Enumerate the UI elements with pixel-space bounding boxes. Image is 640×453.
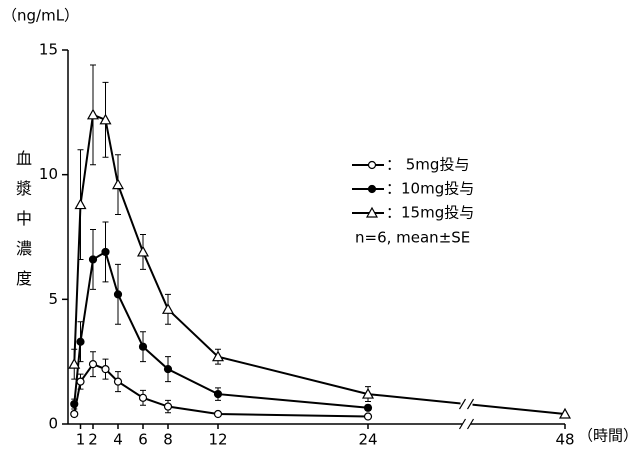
axis-break (466, 398, 475, 410)
marker (88, 360, 98, 369)
marker (367, 184, 377, 194)
x-tick-label: 1 (76, 431, 86, 449)
y-tick-label: 15 (39, 41, 58, 59)
y-axis-label: 血漿中濃度 (13, 150, 32, 300)
marker (163, 365, 173, 374)
axis-break (458, 418, 467, 430)
y-tick-label: 5 (48, 290, 58, 308)
marker (86, 108, 100, 120)
marker (367, 160, 377, 170)
legend-label: ：10mg投与 (386, 180, 474, 198)
legend-label: ：15mg投与 (386, 204, 474, 222)
x-tick-label: 24 (358, 431, 377, 449)
break-gap (460, 400, 473, 409)
x-tick-label: 6 (138, 431, 148, 449)
marker (363, 403, 373, 412)
marker (361, 387, 375, 399)
series-line (73, 113, 566, 416)
y-tick-label: 0 (48, 415, 58, 433)
x-unit: （時間） (578, 427, 638, 445)
axis-break (466, 418, 475, 430)
y-tick-label: 10 (39, 165, 58, 183)
marker (70, 399, 79, 409)
legend-label: ： 5mg投与 (386, 156, 469, 174)
marker (70, 409, 79, 419)
marker (211, 350, 225, 362)
note: n=6, mean±SE (355, 229, 470, 247)
x-tick-label: 12 (208, 431, 227, 449)
x-tick-label: 2 (88, 431, 98, 449)
marker (99, 113, 112, 125)
marker (76, 377, 85, 386)
marker (101, 365, 110, 374)
x-tick-label: 8 (163, 431, 173, 449)
marker (68, 357, 81, 369)
x-tick-label: 48 (555, 431, 574, 449)
marker (113, 290, 123, 299)
marker (213, 409, 223, 419)
x-tick-label: 4 (113, 431, 123, 449)
marker (111, 178, 125, 190)
axis-break (458, 398, 467, 410)
marker (76, 337, 85, 346)
marker (365, 206, 379, 218)
marker (74, 198, 87, 210)
marker (136, 245, 150, 257)
marker (138, 342, 148, 351)
marker (161, 303, 175, 314)
marker (213, 389, 223, 399)
marker (101, 247, 110, 257)
marker (163, 402, 173, 411)
marker (88, 255, 98, 264)
marker (138, 393, 148, 402)
marker (363, 412, 373, 421)
marker (113, 377, 123, 386)
y-unit: （ng/mL） (2, 7, 79, 25)
marker (558, 407, 572, 419)
